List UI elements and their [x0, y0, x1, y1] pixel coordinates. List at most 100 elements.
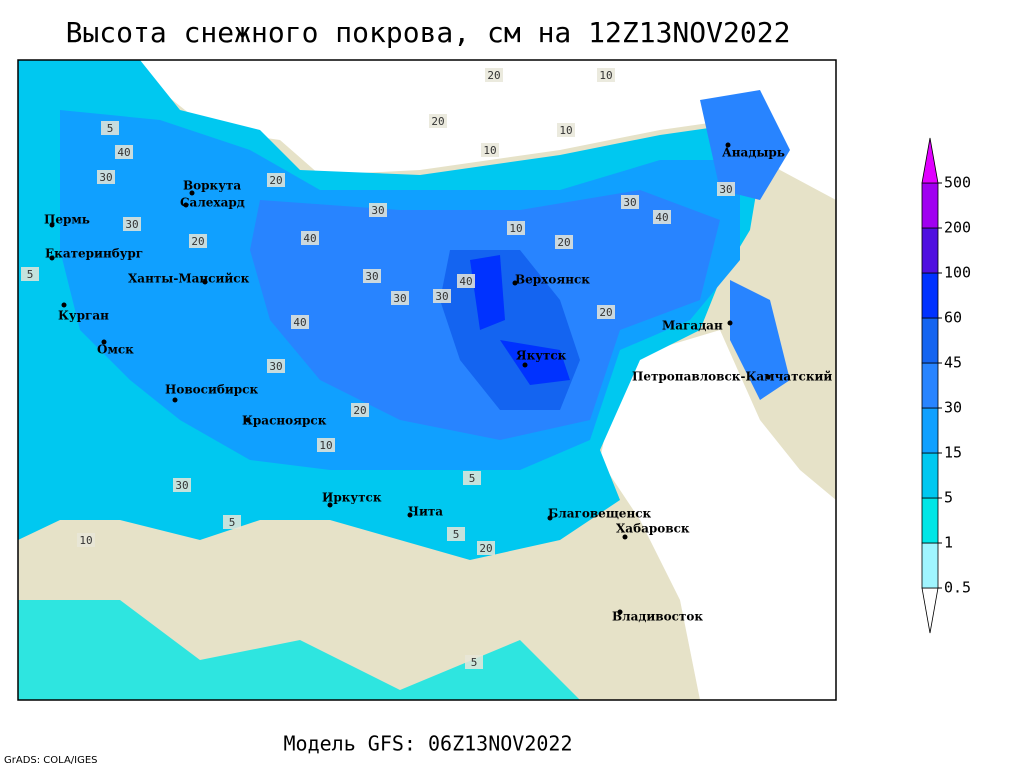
city-label: Благовещенск	[548, 507, 652, 521]
colorbar-band	[921, 452, 939, 499]
contour-label-box	[463, 471, 481, 485]
cities: Воркута Салехард Пермь Екатеринбург Ханты-Ма…	[44, 142, 832, 624]
city-label: Красноярск	[242, 414, 327, 428]
city-label: Воркута	[183, 179, 241, 193]
snow-60-100	[470, 255, 570, 385]
contour-label-box	[301, 231, 319, 245]
contour-label-box	[597, 305, 615, 319]
contour-label: 40	[117, 146, 130, 159]
city-dot	[202, 279, 208, 285]
contour-label-box	[465, 655, 483, 669]
contour-label: 20	[431, 115, 444, 128]
colorbar-label: 500	[944, 174, 971, 192]
contour-label-box	[291, 315, 309, 329]
colorbar-band	[921, 497, 939, 544]
contour-label-box	[123, 217, 141, 231]
contour-label-box	[717, 182, 735, 196]
contour-label-box	[223, 515, 241, 529]
contour-label-box	[77, 533, 95, 547]
contour-label-box	[621, 195, 639, 209]
contour-label: 30	[719, 183, 732, 196]
contour-labels: 20 10 5 20 10 20 30 40 30 20 30 40 30 30 30 40 20 40 30 30 1…	[21, 68, 735, 669]
city-label: Курган	[58, 309, 109, 323]
contour-label: 5	[107, 122, 114, 135]
contour-label-box	[597, 68, 615, 82]
contour-label: 20	[479, 542, 492, 555]
city-dot	[327, 502, 333, 508]
city-label: Владивосток	[612, 610, 703, 624]
title: Высота снежного покрова, см на 12Z13NOV2…	[66, 16, 791, 49]
colorbar-label: 1	[944, 534, 953, 552]
arctic-ocean	[140, 60, 836, 200]
contour-label: 20	[191, 235, 204, 248]
map	[17, 59, 837, 701]
contour-label-box	[457, 274, 475, 288]
colorbar-band	[921, 317, 939, 364]
city-dot	[727, 320, 733, 326]
colorbar-band	[921, 227, 939, 274]
contour-label: 40	[459, 275, 472, 288]
contour-label-box	[173, 478, 191, 492]
city-dot	[765, 374, 771, 380]
city-label: Иркутск	[322, 491, 382, 505]
contour-label: 30	[175, 479, 188, 492]
colorbar-band	[921, 407, 939, 454]
colorbar-label: 200	[944, 219, 971, 237]
contour-label: 40	[293, 316, 306, 329]
contour-label-box	[267, 173, 285, 187]
contour-label-box	[481, 143, 499, 157]
city-label: Магадан	[662, 319, 723, 333]
city-dot	[245, 417, 251, 423]
contour-label: 40	[303, 232, 316, 245]
contour-label: 5	[27, 268, 34, 281]
contour-label: 5	[453, 528, 460, 541]
colorbar-label: 0.5	[944, 579, 971, 597]
city-label: Екатеринбург	[45, 247, 143, 261]
city-dot	[183, 202, 189, 208]
contour-label: 5	[229, 516, 236, 529]
contour-label-box	[653, 210, 671, 224]
city-label: Пермь	[44, 213, 90, 227]
contour-label-box	[477, 541, 495, 555]
contour-label-box	[351, 403, 369, 417]
contour-label-box	[189, 234, 207, 248]
contour-label: 20	[269, 174, 282, 187]
contour-label: 20	[557, 236, 570, 249]
colorbar-band	[921, 182, 939, 229]
contour-label: 30	[365, 270, 378, 283]
contour-label-box	[101, 121, 119, 135]
city-label: Верхоянск	[515, 273, 590, 287]
city-label: Ханты-Мансийск	[128, 272, 250, 286]
contour-label-box	[317, 438, 335, 452]
city-dot	[189, 190, 195, 196]
colorbar-label: 100	[944, 264, 971, 282]
contour-label-box	[115, 145, 133, 159]
city-dot	[49, 222, 55, 228]
colorbar-band	[921, 362, 939, 409]
contour-label-box	[363, 269, 381, 283]
contour-label: 5	[469, 472, 476, 485]
city-label: Чита	[408, 505, 443, 519]
pacific-ocean	[600, 330, 836, 700]
snow-1-5	[18, 600, 580, 700]
colorbar-label: 60	[944, 309, 962, 327]
contour-label-box	[429, 114, 447, 128]
city-dot	[407, 512, 413, 518]
credit: GrADS: COLA/IGES	[4, 755, 98, 766]
city-label: Омск	[97, 343, 134, 357]
contour-label: 20	[599, 306, 612, 319]
contour-label: 10	[599, 69, 612, 82]
contour-label: 40	[655, 211, 668, 224]
contour-label: 10	[509, 222, 522, 235]
contour-label: 20	[353, 404, 366, 417]
colorbar-band	[921, 272, 939, 319]
contour-label-box	[21, 267, 39, 281]
footer: Модель GFS: 06Z13NOV2022	[284, 732, 573, 756]
city-dot	[547, 515, 553, 521]
contour-label: 10	[483, 144, 496, 157]
contour-label-box	[267, 359, 285, 373]
city-label: Анадырь	[722, 146, 785, 160]
contour-label-box	[97, 170, 115, 184]
